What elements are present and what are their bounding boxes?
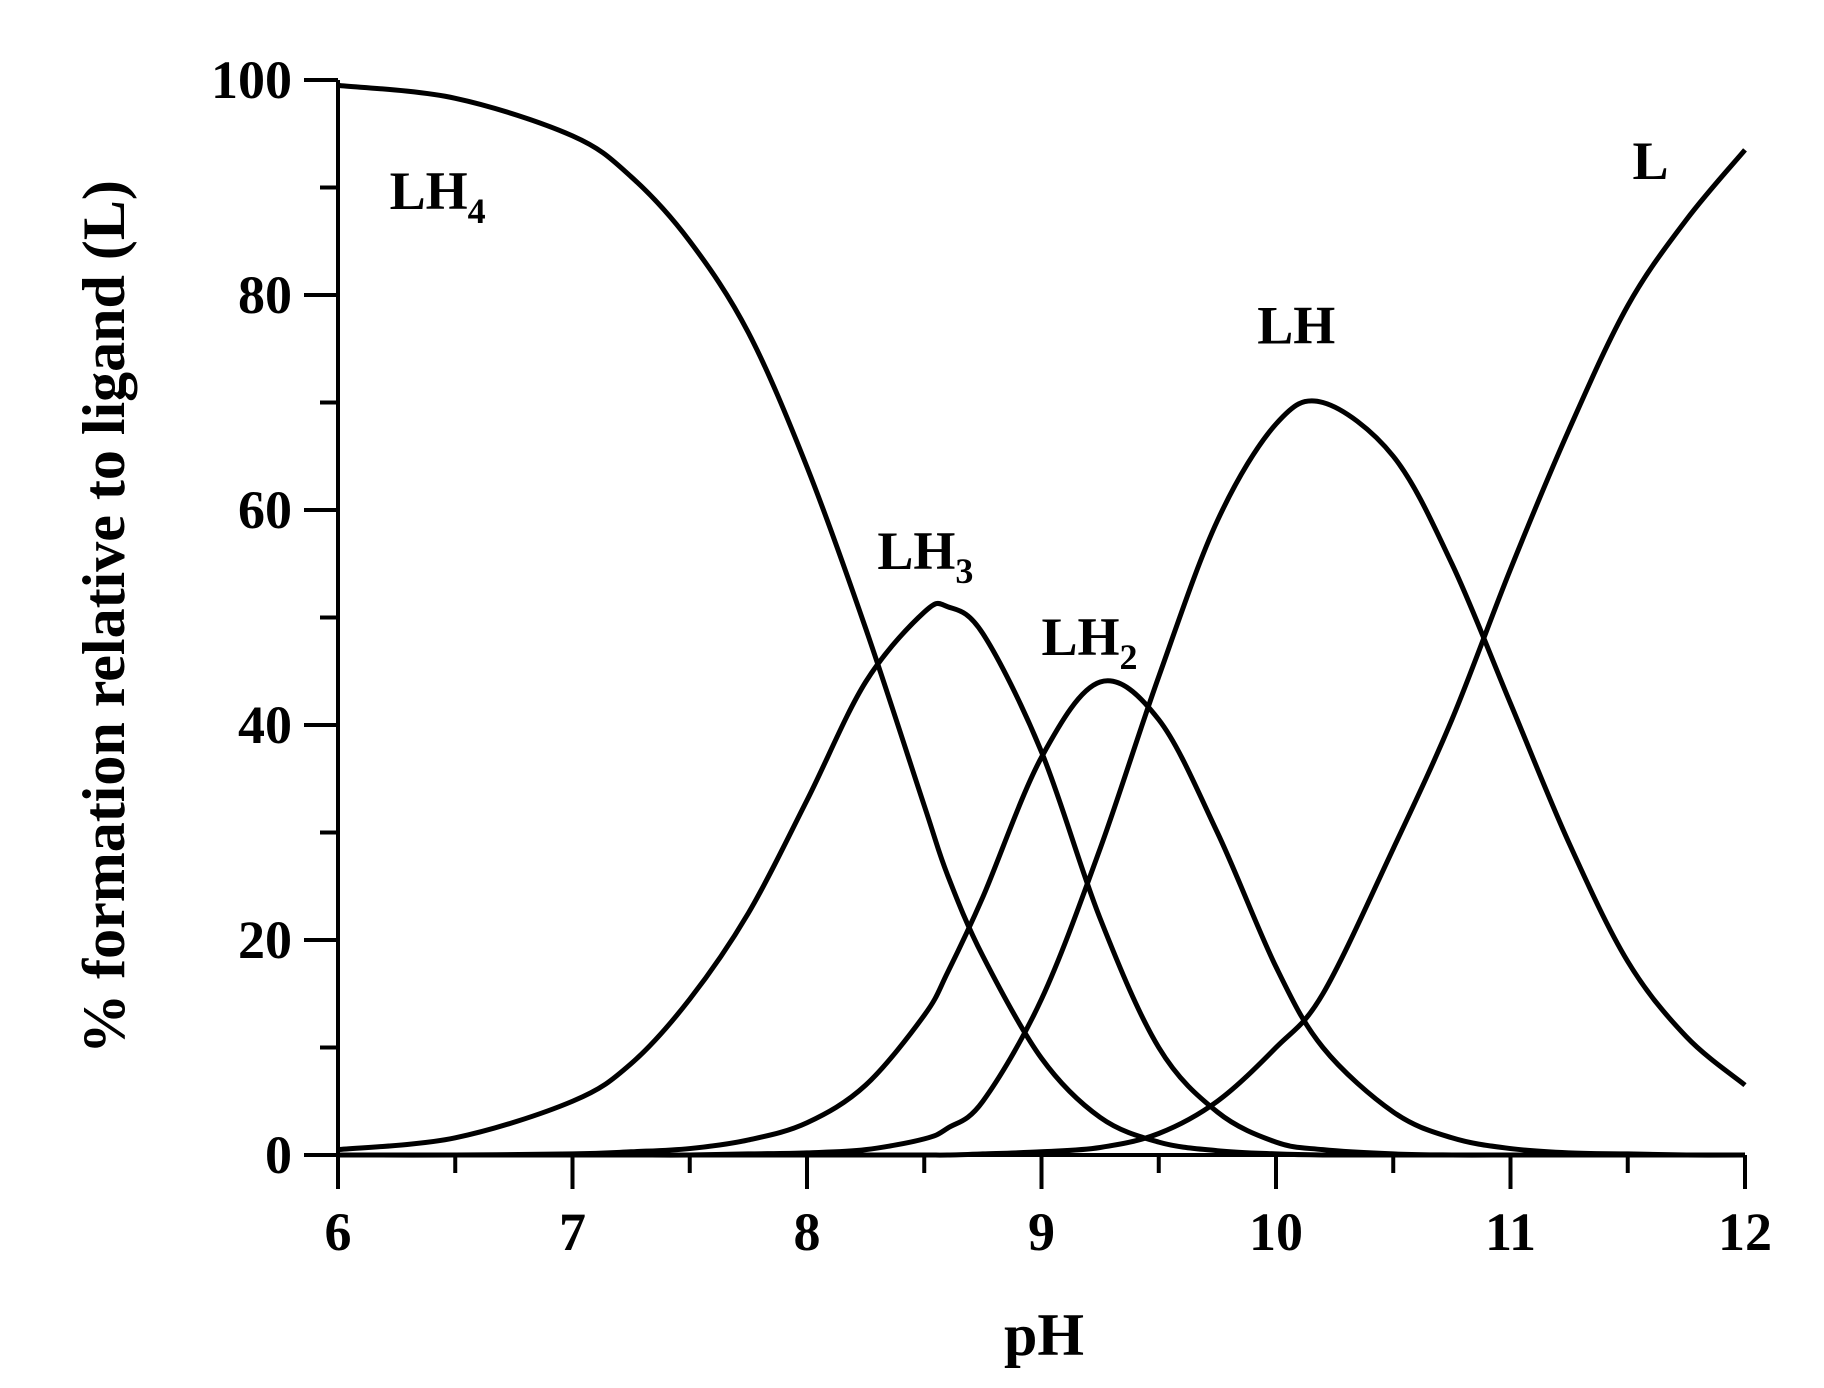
y-tick-label: 60 [238, 480, 292, 540]
y-minor-ticks [320, 185, 338, 1050]
y-major-ticks [304, 78, 338, 1157]
series-lines [337, 82, 1747, 1158]
y-tick-label: 40 [238, 695, 292, 755]
series-label-l: L [1632, 131, 1668, 191]
x-tick-label: 11 [1485, 1202, 1536, 1262]
x-tick-label: 9 [1028, 1202, 1055, 1262]
x-tick-label: 10 [1249, 1202, 1303, 1262]
series-label-lh3: LH3 [877, 521, 973, 591]
series-label-lh2: LH2 [1042, 607, 1138, 677]
series-label-lh: LH [1257, 295, 1335, 355]
x-tick-label: 7 [559, 1202, 586, 1262]
y-tick-label: 100 [211, 50, 292, 110]
y-tick-labels: 0 20 40 60 80 100 [211, 50, 292, 1185]
x-major-ticks [336, 1155, 1747, 1189]
x-axis-title: pH [1004, 1302, 1084, 1368]
series-label-lh4: LH4 [390, 161, 486, 231]
y-tick-label: 0 [265, 1125, 292, 1185]
x-tick-label: 8 [794, 1202, 821, 1262]
x-tick-labels: 6 7 8 9 10 11 12 [325, 1202, 1773, 1262]
x-minor-ticks [453, 1155, 1630, 1173]
y-tick-label: 80 [238, 265, 292, 325]
series-line-lh3 [337, 600, 1745, 1158]
series-line-lh2 [337, 678, 1746, 1158]
y-tick-label: 20 [238, 910, 292, 970]
x-tick-label: 6 [325, 1202, 352, 1262]
series-line-l [337, 148, 1747, 1158]
series-labels: LH4 LH3 LH2 LH L [390, 131, 1669, 677]
x-tick-label: 12 [1718, 1202, 1772, 1262]
y-axis-title: % formation relative to ligand (L) [71, 180, 137, 1054]
